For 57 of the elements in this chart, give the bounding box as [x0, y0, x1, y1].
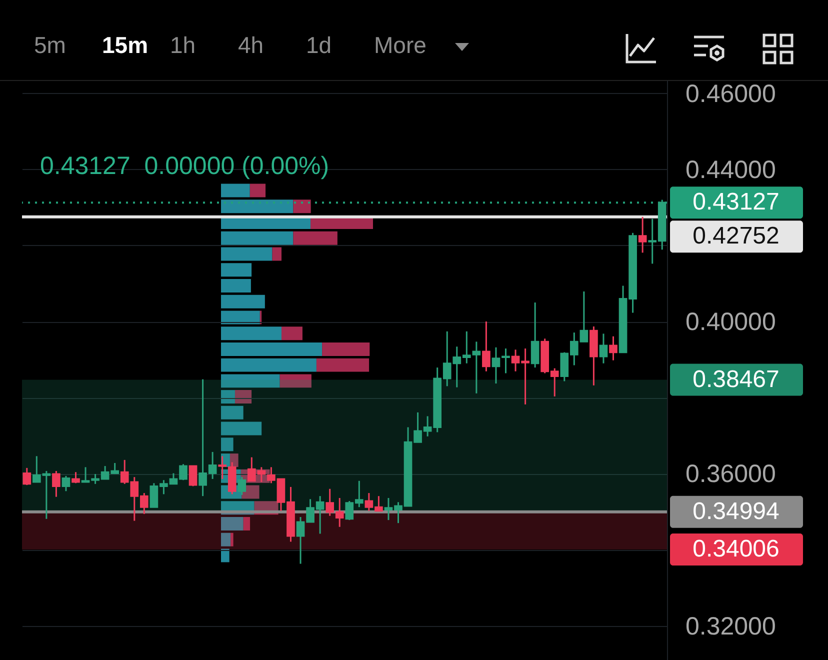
bar	[221, 231, 294, 245]
bar	[221, 422, 262, 436]
y-tick-label: 0.36000	[686, 460, 776, 488]
candlestick	[609, 336, 618, 362]
bar	[221, 532, 231, 546]
bar	[221, 390, 235, 404]
text: 1h	[170, 32, 196, 59]
band-label: 0.38467	[692, 366, 780, 393]
bar	[221, 326, 282, 340]
bar	[221, 263, 252, 277]
bar	[293, 200, 311, 214]
ref-line-label: 0.42752	[692, 222, 780, 250]
candlestick	[62, 475, 70, 492]
text: 15m	[102, 32, 148, 59]
bar	[221, 247, 272, 261]
y-tick-label: 0.32000	[686, 612, 776, 640]
text: 1d	[306, 32, 332, 59]
ref-line-label: 0.34994	[692, 498, 780, 525]
bar	[221, 516, 244, 530]
band-label: 0.34006	[692, 535, 780, 562]
bar	[221, 406, 244, 420]
bar	[243, 516, 250, 530]
ref-line-label: 0.43127	[692, 188, 780, 216]
bar	[221, 358, 316, 372]
text: More	[374, 32, 426, 59]
bar	[221, 548, 230, 562]
bar	[230, 532, 234, 546]
bar	[322, 342, 370, 356]
text: 0.43127 0.00000 (0.00%)	[40, 152, 330, 181]
bar	[221, 200, 294, 214]
y-tick-label: 0.40000	[686, 308, 776, 336]
bar	[221, 438, 234, 452]
candlestick	[22, 467, 32, 486]
text: 4h	[238, 32, 264, 59]
y-tick-label: 0.46000	[686, 80, 776, 108]
candlestick	[482, 320, 490, 372]
y-tick-label: 0.44000	[686, 156, 776, 184]
bar	[280, 374, 312, 388]
bar	[221, 184, 250, 198]
candlestick	[599, 332, 608, 364]
bar	[221, 294, 265, 308]
bar	[221, 278, 251, 292]
candlestick	[52, 470, 60, 498]
bar	[281, 326, 302, 340]
bar	[234, 390, 252, 404]
bar	[221, 374, 280, 388]
bar	[250, 184, 266, 198]
candlestick	[238, 476, 246, 496]
candlestick	[188, 465, 198, 487]
bar	[272, 247, 282, 261]
candlestick	[638, 216, 647, 254]
bar	[221, 310, 260, 324]
text: 5m	[34, 32, 66, 59]
candlestick	[530, 302, 540, 368]
bar	[221, 342, 322, 356]
bar	[316, 358, 370, 372]
bar	[293, 231, 338, 245]
